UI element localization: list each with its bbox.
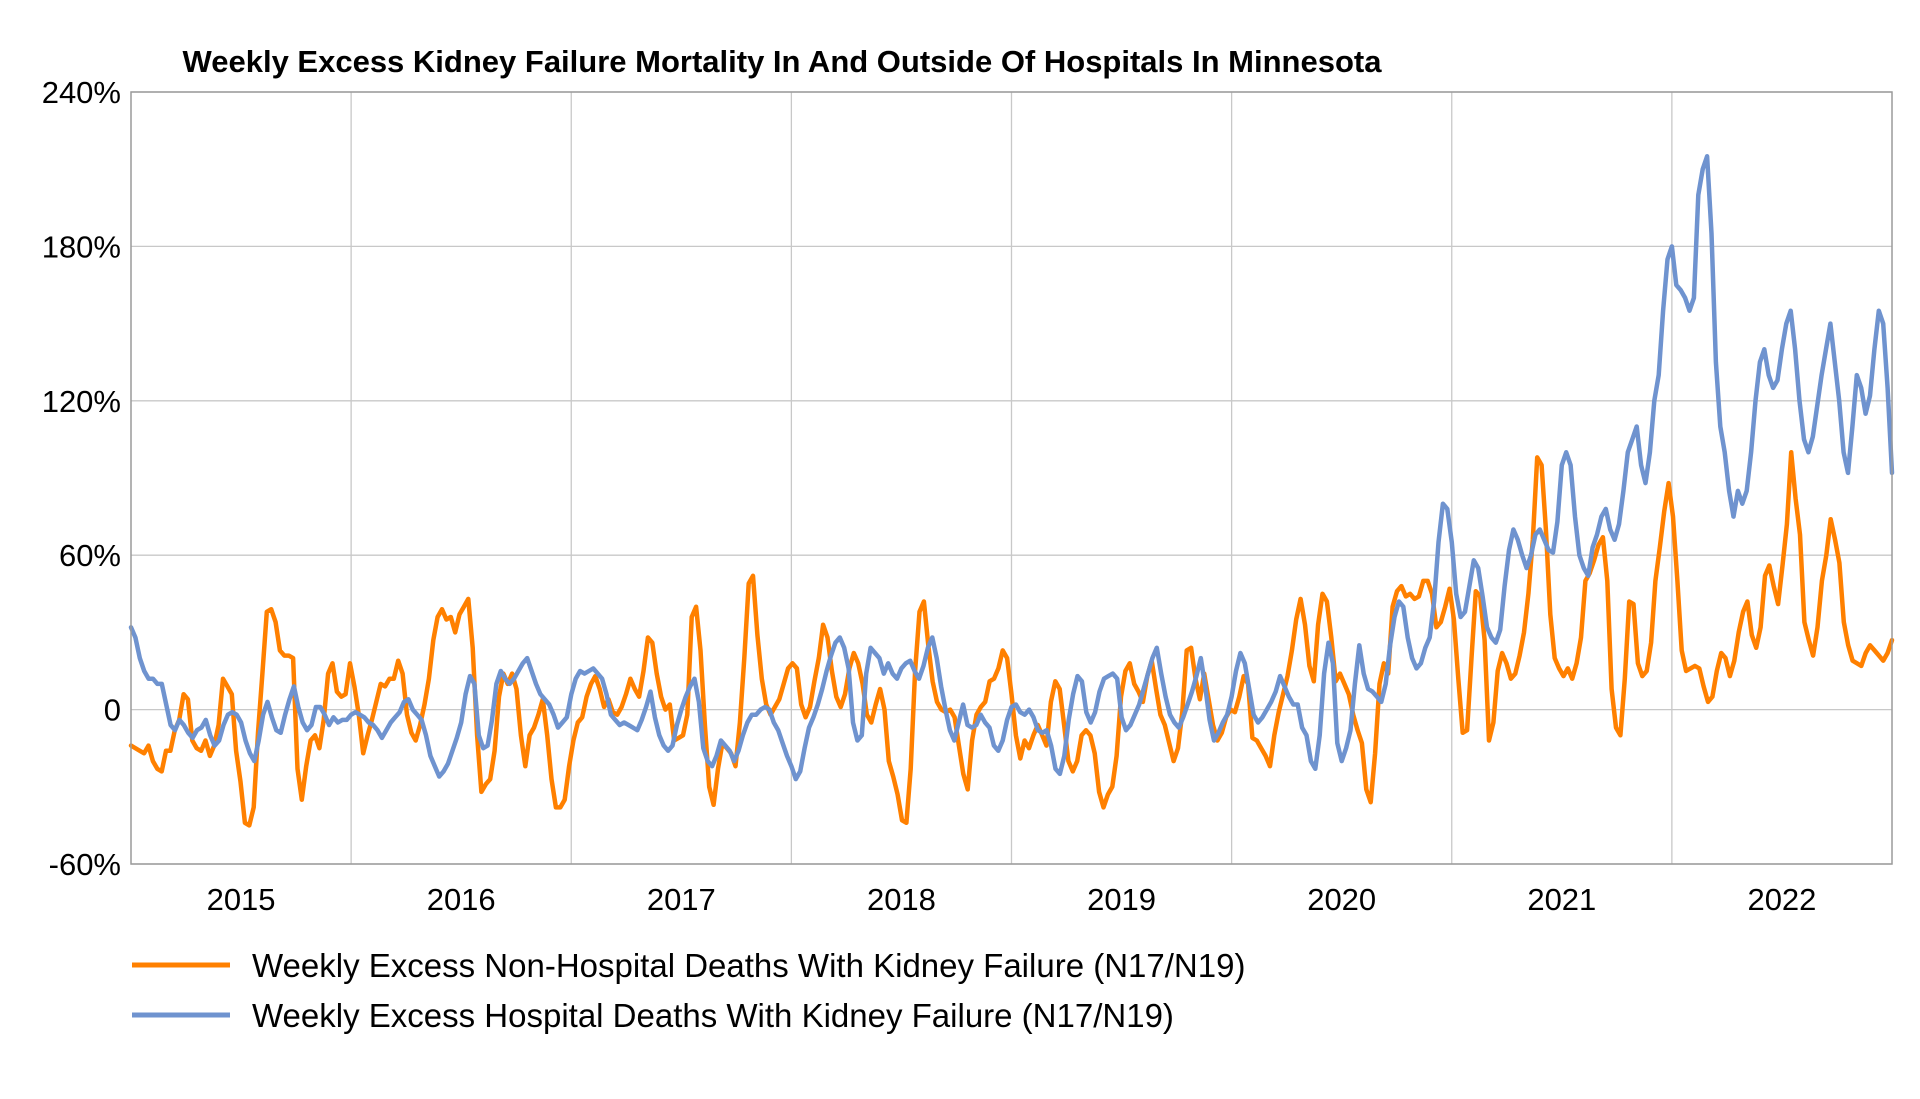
y-tick-label: 240% (42, 75, 121, 110)
legend-entry-non-hospital: Weekly Excess Non-Hospital Deaths With K… (132, 947, 1245, 984)
y-tick-label: -60% (49, 847, 121, 882)
x-axis-tick-labels: 2015 2016 2017 2018 2019 2020 2021 2022 (207, 882, 1817, 917)
plot-frame (130, 91, 1893, 865)
x-tick-label: 2021 (1527, 882, 1596, 917)
series-line-0 (128, 450, 1895, 828)
legend-label-non-hospital: Weekly Excess Non-Hospital Deaths With K… (252, 947, 1245, 984)
y-tick-label: 180% (42, 229, 121, 264)
x-tick-label: 2017 (647, 882, 716, 917)
series-lines (128, 154, 1895, 828)
x-tick-label: 2022 (1747, 882, 1816, 917)
gridlines (131, 91, 1892, 865)
y-axis-tick-labels: -60% 0 60% 120% 180% 240% (42, 75, 121, 882)
y-tick-label: 0 (104, 693, 121, 728)
series-line-1 (128, 154, 1895, 782)
x-tick-label: 2020 (1307, 882, 1376, 917)
x-tick-label: 2018 (867, 882, 936, 917)
y-tick-label: 60% (59, 538, 121, 573)
chart-title: Weekly Excess Kidney Failure Mortality I… (183, 44, 1383, 79)
legend-label-hospital: Weekly Excess Hospital Deaths With Kidne… (252, 997, 1174, 1034)
y-tick-label: 120% (42, 384, 121, 419)
x-tick-label: 2015 (207, 882, 276, 917)
legend-entry-hospital: Weekly Excess Hospital Deaths With Kidne… (132, 997, 1174, 1034)
legend: Weekly Excess Non-Hospital Deaths With K… (132, 947, 1245, 1034)
x-tick-label: 2016 (427, 882, 496, 917)
x-tick-label: 2019 (1087, 882, 1156, 917)
